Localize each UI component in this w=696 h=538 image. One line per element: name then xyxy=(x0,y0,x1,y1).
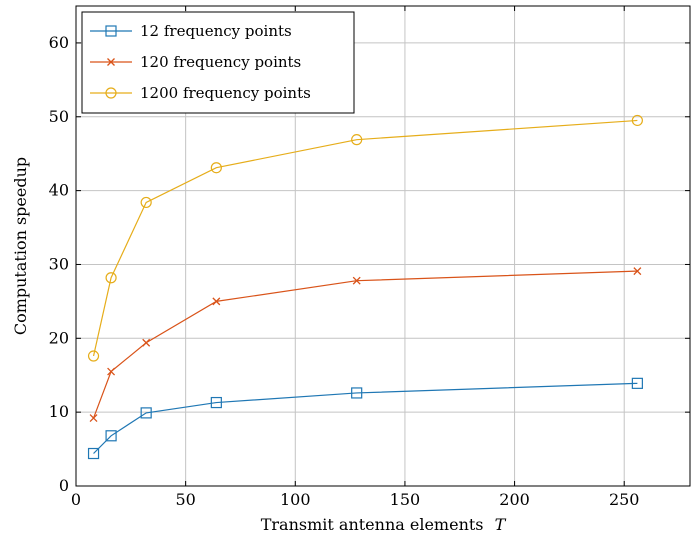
data-point xyxy=(87,350,100,362)
series-1 xyxy=(87,377,643,460)
series-layer xyxy=(87,114,643,460)
data-point xyxy=(142,338,151,347)
data-point xyxy=(87,447,100,460)
legend-marker xyxy=(105,87,117,99)
y-tick-label: 60 xyxy=(49,33,69,52)
data-point xyxy=(351,387,363,399)
data-point xyxy=(140,196,152,209)
legend-label: 1200 frequency points xyxy=(140,84,311,102)
axis-ticks: 0 50 100 150 200 250 0 10 20 30 40 50 60 xyxy=(49,6,690,509)
data-point xyxy=(210,162,222,174)
data-point xyxy=(89,414,98,423)
series-line xyxy=(93,382,638,454)
legend-marker xyxy=(107,58,115,66)
x-tick-label: 200 xyxy=(499,490,530,509)
y-tick-label: 0 xyxy=(59,476,69,495)
data-point xyxy=(105,430,117,442)
x-tick-label: 100 xyxy=(280,490,311,509)
series-3 xyxy=(87,114,643,362)
plot-frame xyxy=(75,5,691,487)
x-axis-label: Transmit antenna elements T xyxy=(261,515,507,534)
x-axis-label-text: Transmit antenna elements xyxy=(261,515,484,534)
data-point xyxy=(105,272,117,284)
y-tick-label: 30 xyxy=(49,254,69,273)
x-tick-label: 250 xyxy=(609,490,640,509)
data-point xyxy=(352,276,361,285)
y-tick-label: 10 xyxy=(49,402,69,421)
y-tick-label: 20 xyxy=(49,328,69,347)
data-point xyxy=(633,267,642,276)
x-tick-label: 150 xyxy=(390,490,421,509)
legend-item: 120 frequency points xyxy=(90,53,301,71)
legend-marker xyxy=(105,25,117,37)
data-point xyxy=(107,367,116,376)
x-tick-label: 0 xyxy=(71,490,81,509)
legend: 12 frequency points 120 frequency points 1… xyxy=(81,11,355,114)
data-point xyxy=(631,377,643,389)
legend-item: 1200 frequency points xyxy=(90,84,311,102)
y-axis-label: Computation speedup xyxy=(11,157,30,335)
y-tick-label: 50 xyxy=(49,107,69,126)
y-tick-label: 40 xyxy=(49,181,69,200)
legend-label: 12 frequency points xyxy=(140,22,292,40)
x-axis-label-symbol: T xyxy=(495,515,507,534)
series-line xyxy=(92,119,638,357)
series-2 xyxy=(89,267,642,423)
data-point xyxy=(351,134,363,146)
data-point xyxy=(631,114,643,127)
data-point xyxy=(212,297,221,306)
x-tick-label: 50 xyxy=(175,490,195,509)
series-line xyxy=(92,270,638,419)
legend-label: 120 frequency points xyxy=(140,53,301,71)
legend-item: 12 frequency points xyxy=(90,22,292,40)
data-point xyxy=(140,407,152,419)
data-point xyxy=(210,396,222,409)
